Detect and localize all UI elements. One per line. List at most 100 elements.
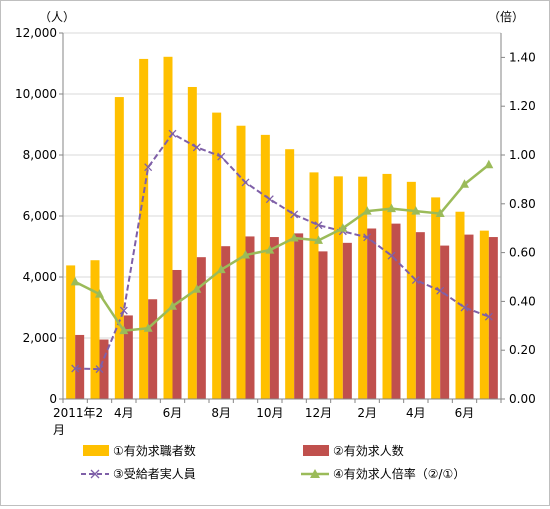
marker-benefit-recipients: [484, 312, 493, 321]
right-axis-tick-label: 0.20: [509, 343, 536, 357]
marker-openings-ratio: [119, 325, 129, 335]
x-axis-tick-label: 6月: [163, 406, 183, 420]
x-axis-tick-label: 8月: [211, 406, 231, 420]
right-axis-tick-label: 0.00: [509, 392, 536, 406]
marker-benefit-recipients: [95, 365, 104, 374]
marker-openings-ratio: [265, 245, 275, 254]
bar-job-seekers: [309, 172, 319, 399]
bar-job-openings: [245, 236, 255, 399]
x-axis-tick-label: 4月: [114, 406, 134, 420]
marker-benefit-recipients: [363, 233, 372, 242]
marker-openings-ratio: [460, 179, 469, 188]
marker-openings-ratio: [435, 208, 445, 218]
bar-job-openings: [391, 223, 401, 399]
bar-job-seekers: [212, 112, 222, 399]
x-axis-tick-label: 2011年2: [53, 406, 103, 420]
left-axis-tick-label: 0: [49, 392, 57, 406]
bar-job-openings: [99, 339, 109, 399]
left-axis-tick-label: 10,000: [15, 87, 57, 101]
marker-benefit-recipients: [192, 143, 201, 152]
left-axis-unit: （人）: [39, 10, 75, 24]
bar-job-seekers: [187, 86, 197, 400]
marker-benefit-recipients: [119, 306, 128, 315]
lines: [70, 129, 494, 374]
x-axis-tick-label: 10月: [256, 406, 283, 420]
marker-benefit-recipients: [217, 152, 226, 161]
marker-openings-ratio: [338, 223, 348, 232]
marker-openings-ratio: [168, 301, 177, 310]
legend-marker-ratio: [310, 469, 320, 478]
gridlines: [63, 32, 501, 339]
left-axis-tick-label: 12,000: [15, 26, 57, 40]
left-axis-tick-label: 8,000: [23, 148, 57, 162]
bar-job-openings: [367, 228, 377, 399]
bar-job-seekers: [260, 134, 270, 399]
marker-openings-ratio: [362, 206, 372, 215]
x-axis-tick-label: 6月: [455, 406, 475, 420]
bar-job-openings: [342, 242, 352, 399]
marker-benefit-recipients: [436, 286, 445, 295]
marker-openings-ratio: [314, 235, 323, 244]
bar-job-seekers: [139, 58, 149, 400]
bar-job-seekers: [431, 197, 441, 399]
bar-job-openings: [294, 233, 304, 399]
marker-openings-ratio: [484, 159, 494, 169]
marker-openings-ratio: [241, 250, 250, 259]
legend-label-recipients: ③受給者実人員: [113, 466, 196, 481]
legend: ①有効求職者数 ②有効求人数 ③受給者実人員 ④有効求人倍率（②/①）: [81, 443, 465, 481]
bar-job-openings: [415, 232, 425, 399]
bar-job-seekers: [358, 176, 368, 399]
bar-job-openings: [269, 237, 279, 399]
line-benefit-recipients: [75, 132, 490, 371]
marker-openings-ratio: [387, 203, 396, 213]
bar-job-seekers: [163, 56, 173, 399]
marker-benefit-recipients: [241, 178, 250, 187]
bar-job-openings: [148, 299, 158, 399]
bar-job-seekers: [114, 97, 124, 400]
right-axis-tick-label: 1.00: [509, 148, 536, 162]
legend-label-seekers: ①有効求職者数: [113, 443, 196, 458]
left-axis-tick-label: 4,000: [23, 270, 57, 284]
marker-openings-ratio: [289, 232, 299, 242]
legend-label-openings: ②有効求人数: [333, 443, 404, 458]
marker-openings-ratio: [411, 206, 421, 215]
bar-job-seekers: [285, 149, 295, 399]
marker-benefit-recipients: [290, 210, 299, 219]
marker-benefit-recipients: [314, 221, 323, 230]
right-axis-unit: （倍）: [488, 9, 524, 24]
marker-benefit-recipients: [411, 276, 420, 285]
x-axis-tick-label: 2月: [357, 406, 377, 420]
legend-label-ratio: ④有効求人倍率（②/①）: [333, 466, 465, 481]
left-axis-tick-label: 6,000: [23, 209, 57, 223]
legend-swatch-seekers: [83, 445, 109, 456]
bar-job-openings: [464, 234, 474, 399]
marker-openings-ratio: [216, 264, 226, 274]
marker-openings-ratio: [95, 289, 104, 298]
left-axis-tick-label: 2,000: [23, 331, 57, 345]
marker-benefit-recipients: [168, 129, 177, 138]
right-axis-tick-label: 0.80: [509, 197, 536, 211]
marker-benefit-recipients: [265, 195, 274, 204]
bar-job-seekers: [406, 181, 416, 399]
bar-job-openings: [172, 269, 182, 399]
bar-job-seekers: [382, 173, 392, 399]
marker-openings-ratio: [70, 276, 80, 286]
right-axis-tick-label: 1.40: [509, 50, 536, 64]
x-axis-tick-label: 12月: [305, 406, 332, 420]
marker-benefit-recipients: [144, 163, 153, 172]
right-axis-tick-label: 1.20: [509, 99, 536, 113]
marker-benefit-recipients: [71, 364, 80, 373]
bar-job-openings: [221, 246, 231, 399]
x-axis-tick-label: 月: [53, 423, 65, 437]
marker-benefit-recipients: [460, 303, 469, 312]
bar-job-openings: [318, 251, 328, 399]
right-axis-tick-label: 0.60: [509, 246, 536, 260]
bar-job-openings: [196, 257, 206, 399]
bar-job-openings: [123, 315, 133, 399]
marker-openings-ratio: [143, 323, 153, 332]
bar-job-seekers: [236, 125, 246, 399]
x-axis-tick-label: 4月: [406, 406, 426, 420]
marker-openings-ratio: [192, 284, 202, 293]
